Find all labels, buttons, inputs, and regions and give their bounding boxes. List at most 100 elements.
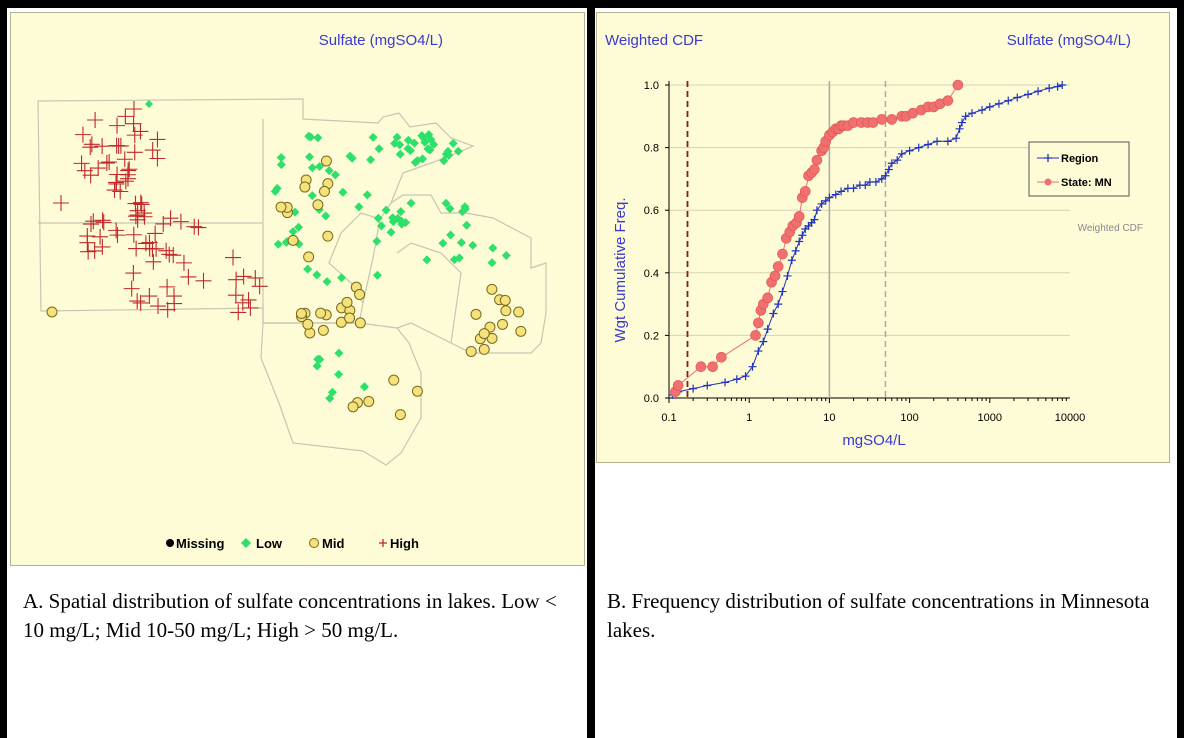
state-point bbox=[753, 317, 764, 329]
series bbox=[668, 79, 1067, 399]
legend-box bbox=[1028, 141, 1130, 197]
mid-site-marker bbox=[299, 181, 311, 193]
chart-title: Weighted CDF bbox=[605, 32, 703, 49]
mid-site-marker bbox=[347, 401, 359, 413]
region-point bbox=[787, 256, 796, 265]
high-site-marker bbox=[132, 294, 149, 311]
mid-site-marker bbox=[394, 409, 406, 421]
high-site-marker bbox=[132, 123, 149, 140]
high-site-marker bbox=[123, 280, 140, 297]
x-tick-label: 1 bbox=[746, 412, 752, 424]
low-site-marker bbox=[337, 273, 347, 283]
high-site-marker bbox=[76, 162, 93, 179]
region-point bbox=[943, 137, 952, 146]
high-site-marker bbox=[117, 108, 134, 125]
state-outlines bbox=[37, 98, 547, 466]
high-site-marker bbox=[129, 211, 146, 228]
region-point bbox=[774, 300, 783, 309]
region-point bbox=[1004, 96, 1013, 105]
mid-site-marker bbox=[388, 374, 400, 386]
high-site-marker bbox=[175, 254, 192, 271]
sulfate-map-panel: Sulfate (mgSO4/L) Missing Low Mid High bbox=[10, 12, 585, 566]
mid-site-marker bbox=[287, 234, 299, 246]
mid-site-marker bbox=[513, 306, 525, 318]
legend-missing-label: Missing bbox=[176, 536, 224, 551]
low-site-marker bbox=[307, 163, 317, 173]
low-site-marker bbox=[312, 361, 322, 371]
high-site-marker bbox=[147, 225, 164, 242]
state-point bbox=[886, 114, 898, 125]
low-site-marker bbox=[395, 149, 405, 159]
high-site-marker bbox=[80, 243, 97, 260]
legend-region-marker bbox=[1044, 154, 1052, 162]
y-tick-label: 0.0 bbox=[644, 393, 659, 405]
mid-site-marker bbox=[275, 201, 287, 213]
high-site-marker bbox=[92, 228, 109, 245]
mid-legend-marker bbox=[309, 538, 319, 548]
low-site-marker bbox=[288, 227, 298, 237]
mid-site-marker bbox=[318, 185, 330, 197]
low-site-marker bbox=[373, 213, 383, 223]
state-point bbox=[672, 380, 684, 391]
center-divider bbox=[587, 0, 595, 738]
map-legend: Missing Low Mid High bbox=[166, 536, 419, 551]
legend-low-label: Low bbox=[256, 536, 283, 551]
low-site-marker bbox=[313, 133, 323, 143]
low-site-marker bbox=[462, 220, 472, 230]
low-site-marker bbox=[312, 270, 322, 280]
high-site-marker bbox=[83, 136, 100, 153]
mid-site-marker bbox=[486, 332, 498, 344]
region-point bbox=[1034, 87, 1043, 96]
high-site-marker bbox=[137, 235, 154, 252]
state-point bbox=[707, 361, 718, 373]
low-site-marker bbox=[372, 270, 382, 280]
region-point bbox=[881, 171, 890, 180]
low-site-marker bbox=[423, 144, 433, 154]
weighted-cdf-annotation: Weighted CDF bbox=[1078, 223, 1143, 234]
x-tick-label: 10 bbox=[823, 412, 835, 424]
low-site-marker bbox=[456, 238, 466, 248]
region-point bbox=[817, 199, 826, 208]
region-point bbox=[754, 347, 763, 356]
region-point bbox=[1058, 81, 1067, 89]
high-site-marker bbox=[186, 218, 203, 235]
high-site-marker bbox=[79, 234, 96, 251]
low-site-marker bbox=[439, 156, 449, 166]
x-tick-label: 0.1 bbox=[661, 412, 676, 424]
low-legend-marker bbox=[241, 538, 251, 548]
low-site-marker bbox=[290, 207, 300, 217]
high-site-marker bbox=[94, 212, 111, 229]
low-site-marker bbox=[422, 255, 432, 265]
sulfate-map: Sulfate (mgSO4/L) Missing Low Mid High bbox=[37, 32, 547, 551]
high-site-marker bbox=[150, 298, 167, 315]
low-site-marker bbox=[321, 211, 331, 221]
legend-high-label: High bbox=[390, 536, 419, 551]
region-point bbox=[721, 378, 730, 387]
y-tick-label: 1.0 bbox=[644, 80, 659, 92]
low-site-marker bbox=[438, 238, 448, 248]
region-point bbox=[791, 246, 800, 255]
low-site-marker bbox=[381, 205, 391, 215]
high-site-marker bbox=[95, 214, 112, 231]
mid-site-marker bbox=[312, 199, 324, 211]
high-site-marker bbox=[53, 195, 69, 211]
high-site-marker bbox=[235, 268, 252, 285]
mid-site-marker bbox=[500, 305, 512, 317]
low-site-marker bbox=[294, 222, 304, 232]
region-point bbox=[778, 287, 787, 296]
low-site-marker bbox=[426, 134, 436, 144]
x-tick-label: 100 bbox=[900, 412, 918, 424]
low-site-marker bbox=[273, 239, 283, 249]
low-site-marker bbox=[366, 155, 376, 165]
high-site-marker bbox=[126, 144, 143, 161]
high-site-marker bbox=[149, 131, 166, 148]
high-site-marker bbox=[74, 126, 91, 143]
region-point bbox=[1013, 93, 1022, 102]
mid-site-marker bbox=[317, 324, 329, 336]
low-site-marker bbox=[334, 369, 344, 379]
high-site-marker bbox=[159, 278, 176, 295]
region-point bbox=[831, 190, 840, 199]
low-site-marker bbox=[354, 202, 364, 212]
low-site-marker bbox=[307, 191, 317, 201]
region-point bbox=[884, 165, 893, 174]
